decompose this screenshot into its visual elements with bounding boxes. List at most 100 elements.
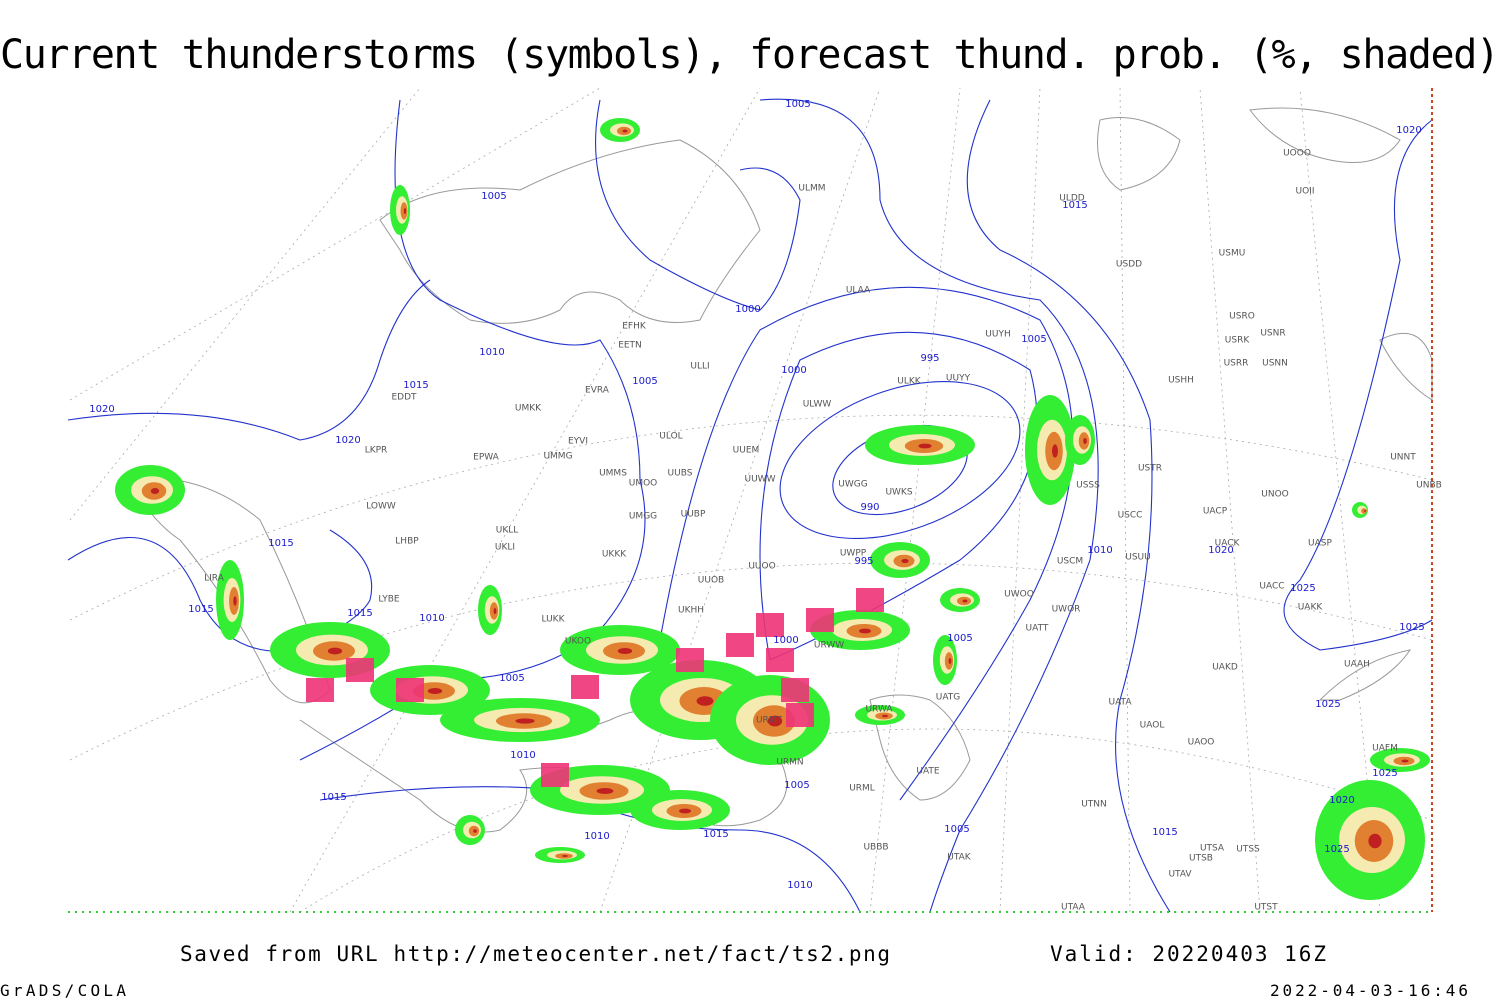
prob-max [962, 599, 968, 603]
isobar-label: 1020 [1329, 795, 1354, 806]
isobar-label: 1015 [703, 829, 728, 840]
title: Current thunderstorms (symbols), forecas… [0, 32, 1500, 78]
isobar [659, 286, 1074, 801]
prob-max [596, 788, 614, 794]
station-label: USRR [1224, 359, 1249, 369]
prob-max [767, 715, 783, 727]
isobar-label: 1025 [1399, 622, 1424, 633]
station-label: LOWW [366, 502, 396, 512]
station-label: USNN [1262, 359, 1288, 369]
station-label: UTST [1254, 903, 1278, 913]
isobar [595, 99, 801, 311]
station-label: USRK [1225, 336, 1251, 346]
station-label: UNOO [1261, 490, 1289, 500]
isobar-label: 990 [860, 502, 879, 513]
graticule [69, 87, 1433, 913]
isobar-label: 1020 [335, 435, 360, 446]
station-label: UTAK [947, 853, 972, 863]
prob-max [427, 688, 443, 694]
station-label: UKOO [565, 637, 591, 647]
isobar [67, 279, 431, 441]
isobar [779, 380, 1021, 540]
isobar-label: 1015 [347, 608, 372, 619]
isobar-label: 1010 [479, 347, 504, 358]
isobar-label: 1025 [1290, 583, 1315, 594]
prob-max [515, 718, 535, 724]
storm-symbol [306, 678, 334, 702]
station-label: EETN [618, 341, 642, 351]
station-label: USUU [1125, 553, 1150, 563]
station-label: UAKD [1212, 663, 1238, 673]
station-label: UNNT [1390, 453, 1416, 463]
station-label: ULWW [803, 400, 832, 410]
station-label: UMOO [629, 479, 658, 489]
station-label: UAKK [1298, 603, 1324, 613]
prob-max [679, 808, 691, 814]
station-label: UUBS [668, 469, 693, 479]
isobars [67, 98, 1433, 913]
isobar-label: 1025 [1315, 699, 1340, 710]
map-labels: 1005 1005 1015 1000 1010 1015 1005 1005 995 1000 9… [89, 99, 1442, 913]
storm-symbol [806, 608, 834, 632]
station-label: UWOO [1004, 590, 1034, 600]
isobar [759, 98, 1099, 913]
prob-max [622, 129, 628, 133]
station-label: UASP [1308, 539, 1332, 549]
isobar-label: 1010 [510, 750, 535, 761]
storm-symbol [756, 613, 784, 637]
station-label: UMGG [629, 512, 657, 522]
isobar-label: 1010 [787, 880, 812, 891]
station-label: UKLI [495, 543, 515, 553]
station-label: UOII [1296, 187, 1315, 197]
isobar [319, 786, 861, 913]
station-label: UAOO [1188, 738, 1215, 748]
station-label: UATE [916, 767, 940, 777]
isobar-label: 1005 [481, 191, 506, 202]
isobar-label: 1000 [781, 365, 806, 376]
prob-max [1401, 759, 1409, 763]
prob-max [1368, 833, 1382, 849]
station-label: URMN [776, 758, 803, 768]
station-label: UWPP [840, 549, 867, 559]
prob-max [150, 488, 160, 494]
station-label: UATG [936, 693, 961, 703]
station-label: UTAV [1168, 870, 1192, 880]
prob-max [493, 608, 497, 614]
station-label: LIRA [204, 574, 225, 584]
prob-max [1083, 438, 1087, 444]
station-label: UNBB [1416, 481, 1442, 491]
isobar-label: 1005 [1021, 334, 1046, 345]
prob-max [233, 596, 237, 606]
station-label: USTR [1138, 464, 1162, 474]
station-label: ULMM [798, 184, 825, 194]
station-label: UUWW [745, 475, 776, 485]
station-label: UUOB [698, 576, 724, 586]
station-label: LKPR [365, 446, 388, 456]
station-label: EPWA [473, 453, 500, 463]
station-label: USRO [1229, 312, 1255, 322]
station-label: LHBP [395, 537, 419, 547]
grid-lines [69, 87, 1433, 913]
station-label: ULLI [690, 362, 709, 372]
station-label: UWKS [885, 488, 912, 498]
station-label: UUYY [946, 374, 971, 384]
isobar-label: 1005 [947, 633, 972, 644]
station-label: UACC [1259, 582, 1284, 592]
isobar-label: 1010 [419, 613, 444, 624]
isobar-label: 1015 [403, 380, 428, 391]
prob-max [403, 208, 407, 214]
station-label: USCC [1118, 511, 1143, 521]
storm-symbol [346, 658, 374, 682]
station-label: UUOO [748, 562, 775, 572]
station-label: UTNN [1081, 800, 1107, 810]
station-label: UAAH [1344, 660, 1370, 670]
station-label: UAFM [1372, 744, 1398, 754]
isobar-label: 1020 [1208, 545, 1233, 556]
storm-symbol [856, 588, 884, 612]
isobar-label: 1005 [785, 99, 810, 110]
prob-max [1052, 444, 1058, 458]
isobar-label: 1005 [499, 673, 524, 684]
storm-symbol [766, 648, 794, 672]
isobar-label: 995 [920, 353, 939, 364]
